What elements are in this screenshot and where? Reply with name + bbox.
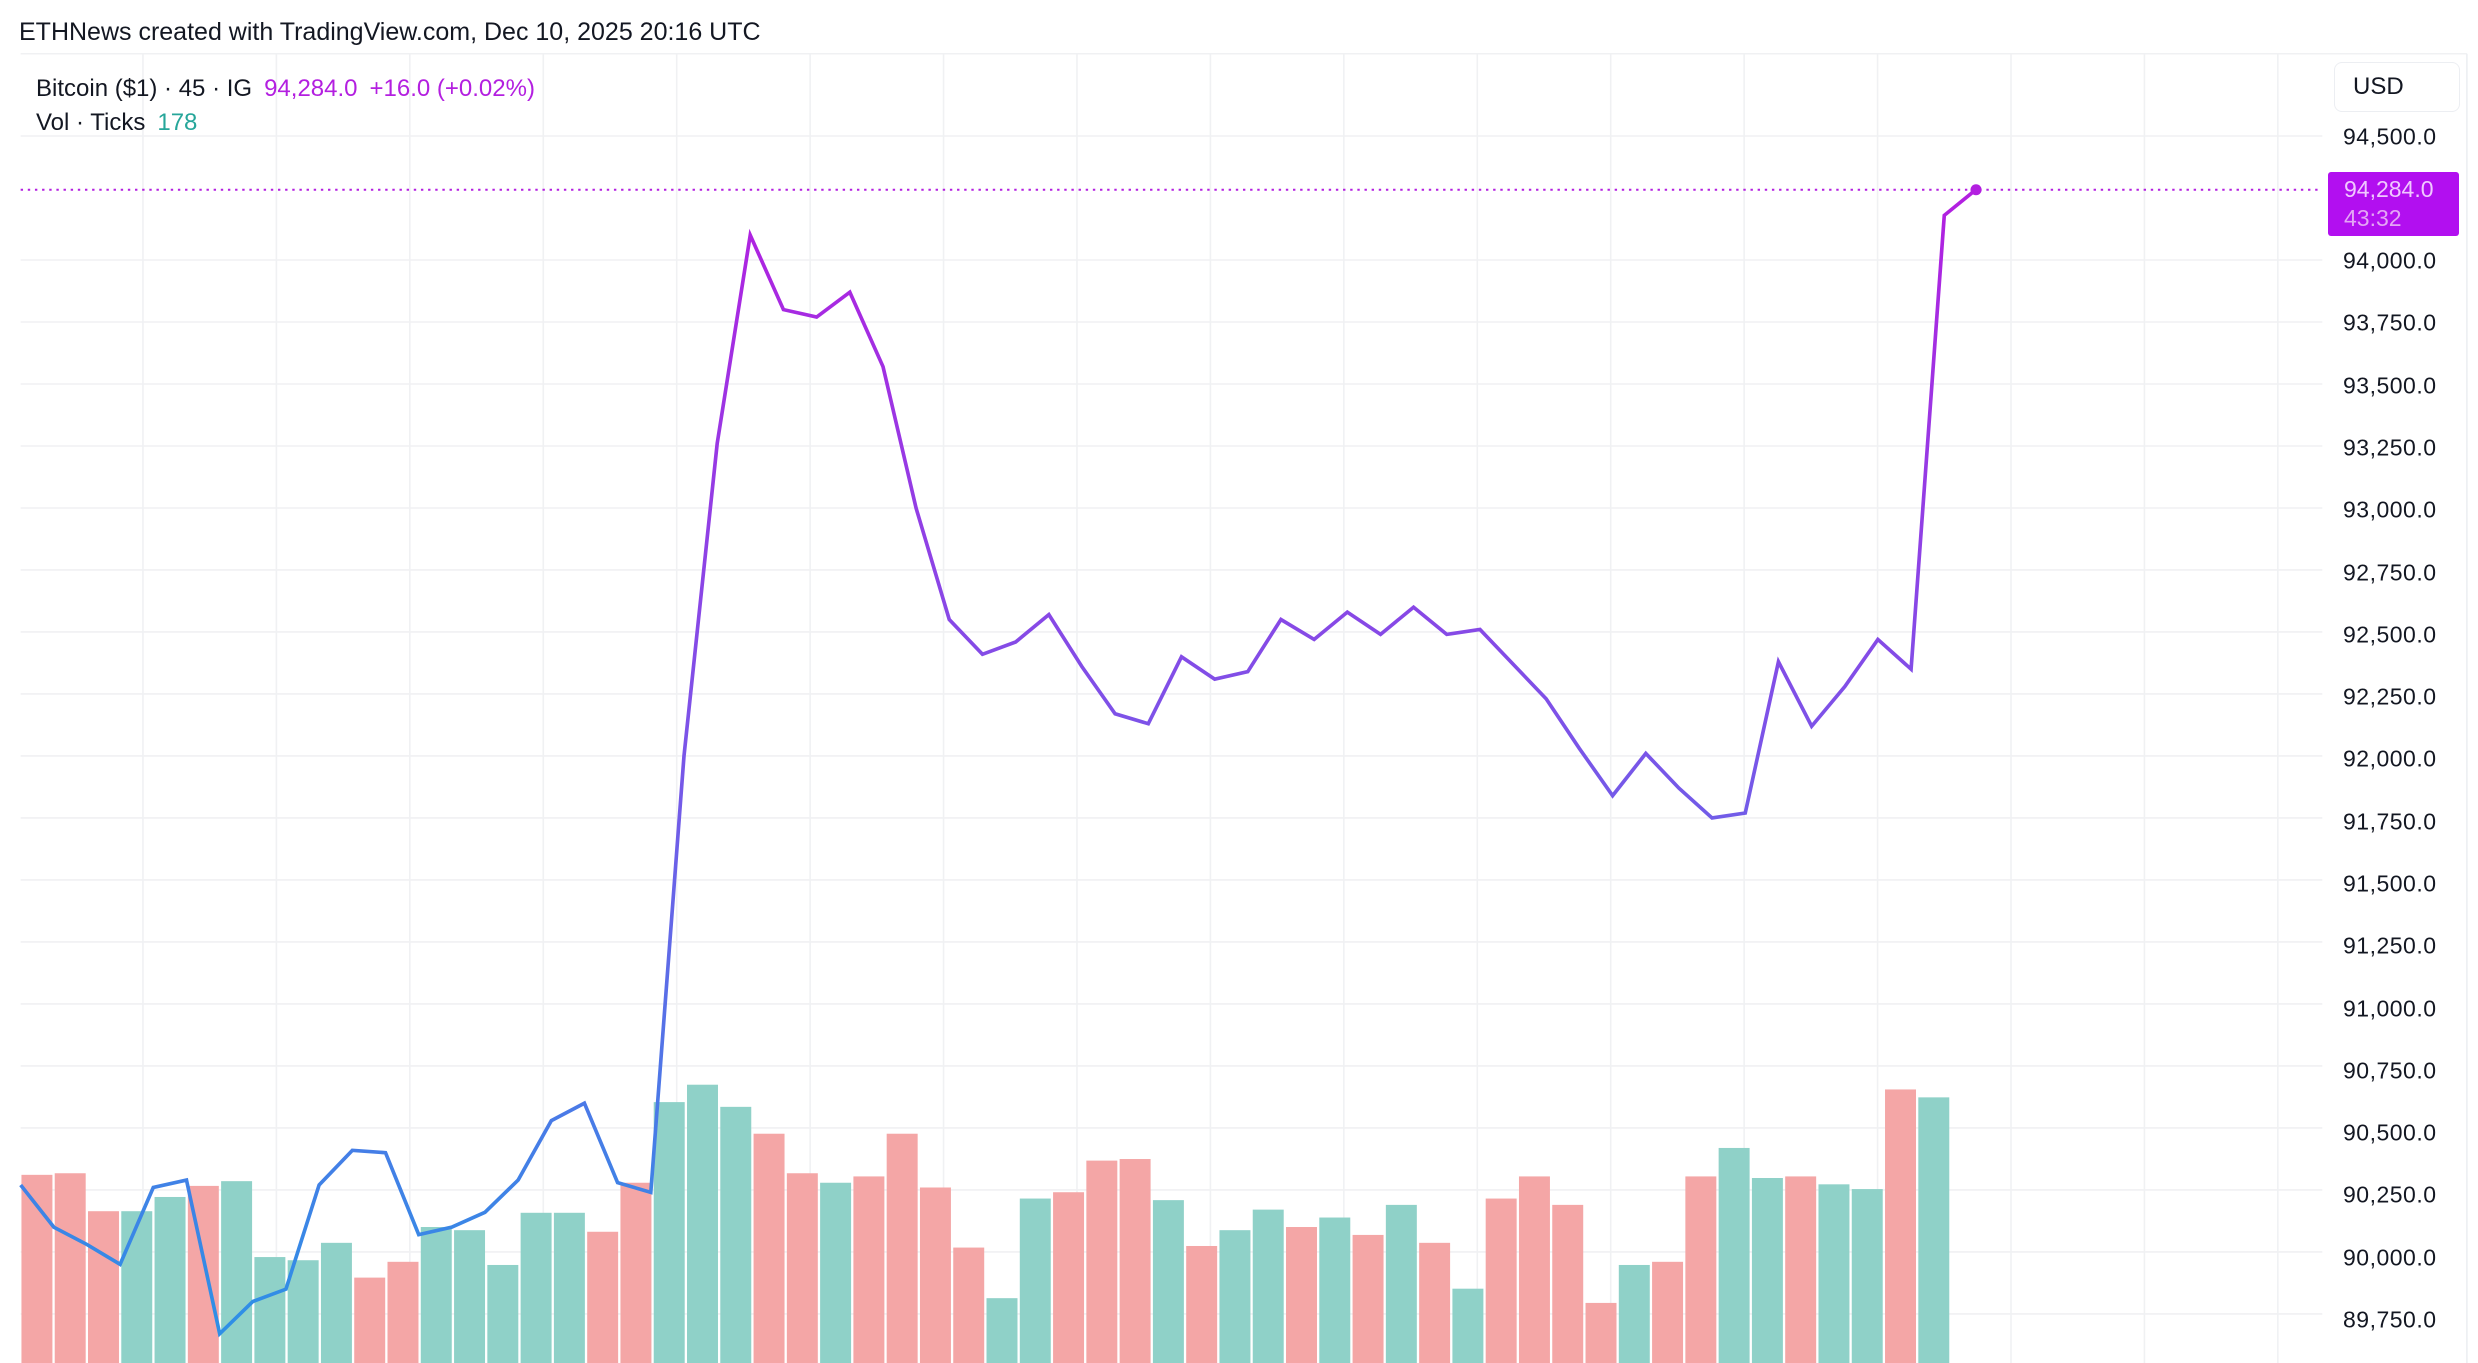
- bar-countdown: 43:32: [2344, 205, 2402, 231]
- price-axis-tick: 94,000.0: [2343, 247, 2437, 274]
- series-legend-row[interactable]: Bitcoin ($1) · 45 · IG 94,284.0 +16.0 (+…: [36, 72, 535, 106]
- last-price-dot: [1970, 184, 1982, 196]
- price-axis-tick: 93,000.0: [2343, 496, 2437, 523]
- last-price-value: 94,284.0: [264, 75, 358, 102]
- price-axis-tick: 91,250.0: [2343, 932, 2437, 959]
- price-axis-tick: 90,250.0: [2343, 1181, 2437, 1208]
- price-axis-tick: 94,500.0: [2343, 123, 2437, 150]
- price-axis-tick: 92,000.0: [2343, 745, 2437, 772]
- volume-value: 178: [157, 109, 198, 136]
- volume-bars: [21, 1084, 1950, 1363]
- price-axis-tick: 93,750.0: [2343, 309, 2437, 336]
- price-axis-tick: 93,250.0: [2343, 434, 2437, 461]
- price-axis-tick: 92,250.0: [2343, 683, 2437, 710]
- volume-legend-row[interactable]: Vol · Ticks 178: [36, 106, 535, 140]
- price-axis-tick: 92,500.0: [2343, 621, 2437, 648]
- grid-lines: [20, 52, 2467, 1363]
- currency-button[interactable]: USD: [2334, 62, 2460, 112]
- volume-label: Vol · Ticks: [36, 109, 146, 136]
- price-axis-tick: 91,000.0: [2343, 995, 2437, 1022]
- price-axis-tick: 92,750.0: [2343, 559, 2437, 586]
- price-axis-tick: 90,500.0: [2343, 1119, 2437, 1146]
- chart-legend: Bitcoin ($1) · 45 · IG 94,284.0 +16.0 (+…: [36, 72, 535, 140]
- price-axis-tick: 90,000.0: [2343, 1244, 2437, 1271]
- current-price-label: 94,284.0: [2344, 176, 2434, 202]
- price-line: [19, 188, 1978, 1338]
- price-axis-tick: 91,750.0: [2343, 808, 2437, 835]
- chart-attribution: ETHNews created with TradingView.com, De…: [19, 18, 761, 46]
- price-axis-tick: 90,750.0: [2343, 1057, 2437, 1084]
- price-axis-tick: 93,500.0: [2343, 372, 2437, 399]
- symbol-label: Bitcoin ($1) · 45 · IG: [36, 75, 253, 102]
- price-axis-tick: 89,750.0: [2343, 1306, 2437, 1333]
- current-price-tag: 94,284.0 43:32: [2328, 172, 2459, 236]
- price-change-value: +16.0 (+0.02%): [369, 75, 535, 102]
- price-axis-tick: 91,500.0: [2343, 870, 2437, 897]
